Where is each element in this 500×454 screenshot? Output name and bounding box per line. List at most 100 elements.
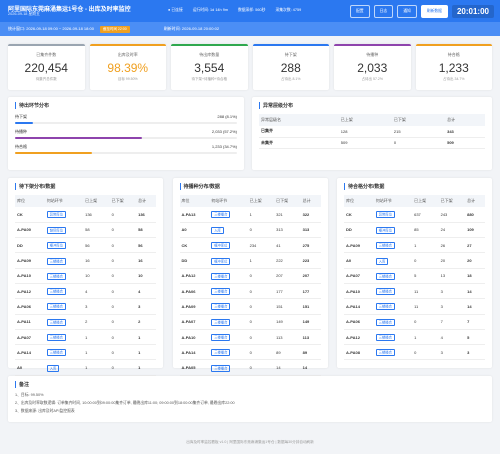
badge: 三楼播合 [375, 303, 395, 311]
cell: 1 [83, 329, 110, 346]
row: A-PA14 三楼播合 0 89 89 [179, 344, 321, 361]
dist-item: 待下架 288 (8.1%) [15, 114, 237, 124]
cell: 16 [83, 252, 110, 269]
column-header: 异常层级名 [259, 114, 339, 126]
row: A-PA12 三楼播合 4 0 4 [15, 283, 156, 300]
cell: 7 [465, 314, 485, 330]
status-item: ● 已连接 [168, 8, 183, 12]
dist-label: 1,233 (34.7%) [211, 144, 237, 149]
button[interactable]: 刷新数据 [420, 5, 448, 18]
panel-title: 备注 [15, 381, 485, 388]
cell: 异常库位 [373, 207, 413, 223]
button[interactable]: 配置 [350, 5, 370, 18]
cell: 0 [247, 314, 275, 330]
status-item: 采集次数: 4759 [275, 8, 302, 12]
cell: DD [179, 252, 210, 269]
cell: 313 [300, 222, 321, 239]
header-row: 异常层级名 已上架 已下架 总计 [259, 114, 485, 126]
kpi-card: 已集齐件数 220,454 待集齐总件数 [8, 44, 85, 90]
table: 库位 何站环节 已上架 已下架 总计 A-PA13 三楼播合 1 321 322 A0 入库 0 313 3… [179, 195, 321, 376]
row: DD 缓冲库位 56 0 56 [15, 237, 156, 254]
kpi-label: 待播种 [366, 52, 379, 57]
cell: 11 [412, 298, 439, 315]
cell: 13 [438, 268, 466, 284]
bar [15, 152, 93, 154]
cell: 0 [247, 222, 275, 239]
kpi-value: 288 [280, 61, 301, 75]
panel-title: 异常层级分布 [259, 102, 485, 109]
cell: 637 [412, 207, 439, 223]
row: A-PA12 三楼播合 0 207 207 [179, 268, 321, 284]
cell: 三楼播合 [209, 283, 248, 300]
cell: A-PA10 [179, 329, 210, 346]
cell: 509 [445, 137, 485, 149]
button[interactable]: 日志 [373, 5, 394, 18]
cell: 入库 [209, 222, 248, 239]
refresh: 刷新时间: 2026-09-18 20:00:02 [163, 26, 220, 31]
column-header: 库位 [15, 195, 45, 207]
cell: DD [344, 222, 374, 239]
cell: 三楼播合 [373, 237, 413, 254]
cell: 0 [109, 283, 137, 300]
table: 库位 何站环节 已上架 已下架 总计 CK 异常库位 136 0 136 A-PA00 缺货库位 58 0… [15, 195, 156, 376]
row: A-PA07 三楼播合 0 149 149 [179, 314, 321, 330]
note-line: 1、目标: 99.50% [15, 393, 44, 397]
cell: A-PA11 [15, 314, 45, 330]
row: CK 异常库位 637 243 880 [344, 207, 485, 223]
cell: 0 [109, 314, 137, 330]
header-row: 库位 何站环节 已上架 已下架 总计 [179, 195, 321, 207]
title: 阿里国际东莞麻涌集运1号仓 - 出库及时率监控 [8, 7, 131, 13]
cell: 1 [412, 237, 439, 254]
anomaly: 异常层级分布 异常层级名 已上架 已下架 总计 已集齐 128 215 343 未集齐 509 0 50… [252, 97, 492, 170]
cell: 三楼播合 [209, 329, 248, 346]
row: A-PA12 三楼播合 1 4 5 [344, 329, 485, 346]
cell: 未集齐 [259, 137, 339, 149]
cell: 234 [247, 237, 275, 254]
cell: 14 [465, 298, 485, 315]
cell: 128 [338, 126, 392, 138]
cell: 0 [109, 344, 137, 361]
cell: 215 [391, 126, 446, 138]
badge: 三楼播合 [211, 303, 231, 311]
row: A0 入库 1 0 1 [15, 359, 156, 376]
clock: 20:01:00 [451, 5, 494, 18]
kpi-card: 出库及时率 98.39% 目标 99.50% [89, 44, 166, 90]
cell: 三楼播合 [44, 298, 84, 315]
button[interactable]: 通知 [397, 5, 417, 18]
cell: A-PA08 [344, 344, 374, 361]
row: A-PA09 三楼播合 0 151 151 [179, 298, 321, 315]
tag: 截至时间 22:00 [99, 25, 130, 33]
column-header: 已上架 [83, 195, 110, 207]
badge: 三楼播合 [46, 272, 66, 280]
row: A-PA08 三楼播合 0 3 3 [344, 344, 485, 361]
cell: 27 [465, 237, 485, 254]
cell: 三楼播合 [44, 283, 84, 300]
window-bar: 统计窗口: 2026-09-18 09:00 ~ 2026-09-18 18:0… [0, 22, 500, 36]
cell: A-PA12 [15, 283, 45, 300]
row: A-PA10 三楼播合 10 0 10 [15, 268, 156, 284]
cell: 14 [465, 283, 485, 300]
cell: 207 [274, 268, 301, 284]
panel-title: 待出环节分布 [15, 102, 237, 109]
bar [15, 122, 33, 124]
track [15, 137, 237, 139]
cell: 5 [412, 268, 439, 284]
cell: 缺货库位 [44, 222, 84, 239]
cell: 313 [274, 222, 301, 239]
cell: CK [179, 237, 210, 254]
cell: 26 [438, 237, 466, 254]
table-panel: 待下架分布/数据 库位 何站环节 已上架 已下架 总计 CK 异常库位 136 0 136 A-PA0… [8, 178, 163, 376]
cell: 113 [300, 329, 321, 346]
kpi-value: 1,233 [438, 61, 469, 75]
cell: 4 [136, 283, 156, 300]
cell: 0 [109, 237, 137, 254]
row: DD 缓冲库位 85 24 109 [344, 222, 485, 239]
kpi-label: 出库及时率 [117, 52, 138, 57]
cell: A-PA06 [344, 314, 374, 330]
badge: 三楼播合 [375, 242, 395, 250]
badge: 缓冲库位 [211, 257, 231, 265]
column-header: 已上架 [247, 195, 275, 207]
cell: 入库 [373, 252, 413, 269]
cell: 2 [83, 314, 110, 330]
